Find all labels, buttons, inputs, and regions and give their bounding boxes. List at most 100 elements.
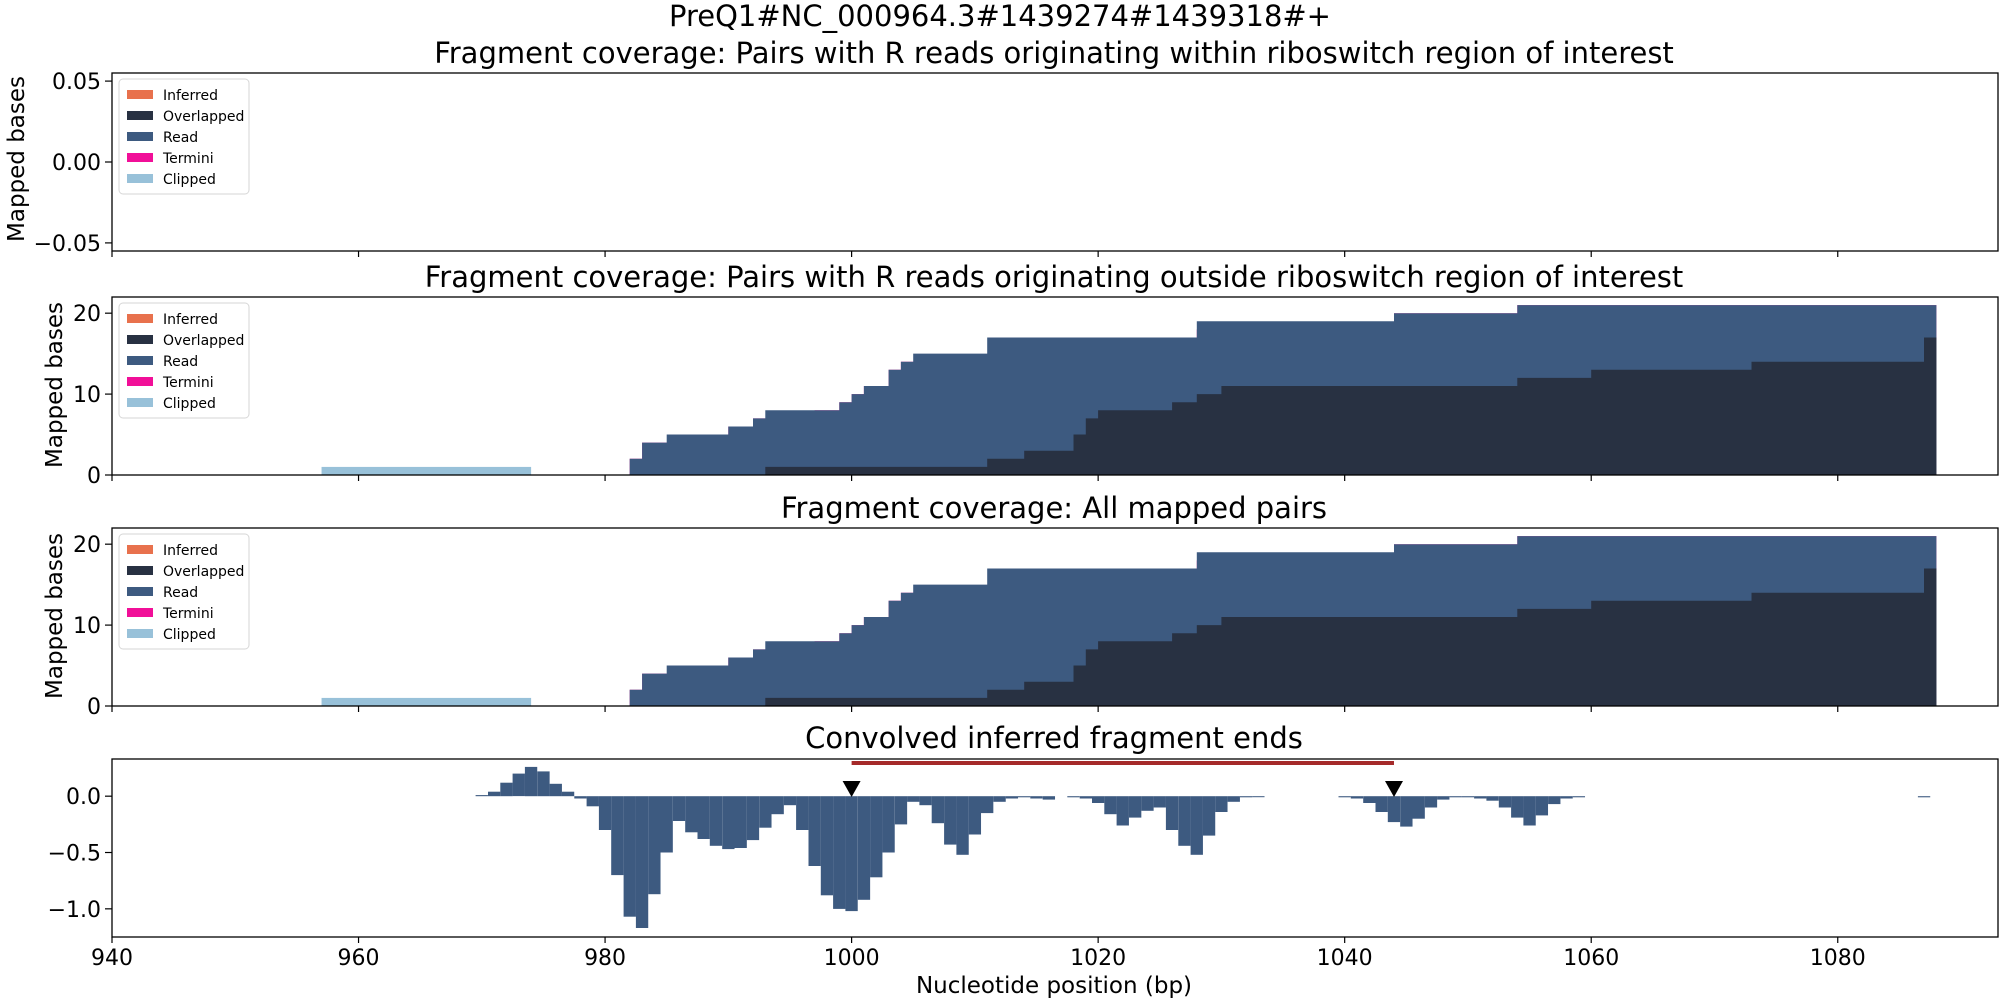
panel-1-legend (118, 78, 250, 195)
marker-1044 (1384, 781, 1403, 797)
bar-991 (734, 796, 747, 848)
bar-1087 (1917, 796, 1931, 798)
panel-3-legend (118, 533, 250, 650)
bar-1014 (1018, 796, 1031, 798)
bar-1007 (931, 796, 945, 824)
bar-1025 (1153, 796, 1166, 808)
bar-1051 (1474, 796, 1487, 799)
bar-1024 (1141, 796, 1154, 811)
panel-2-legend-swatch-termini (127, 377, 153, 386)
panel-2-title: Fragment coverage: Pairs with R reads or… (425, 260, 1684, 294)
panel-4-ytick-label-2: −1.0 (48, 898, 101, 923)
bar-973 (512, 773, 525, 797)
bar-985 (660, 796, 673, 853)
bar-992 (746, 796, 760, 841)
bar-1021 (1104, 796, 1117, 815)
bar-980 (598, 796, 612, 830)
bar-1006 (919, 796, 932, 806)
panel-3-legend-swatch-termini (127, 608, 153, 617)
bar-1013 (1005, 796, 1019, 799)
panel-1-legend-label-read: Read (163, 130, 198, 146)
bar-1012 (993, 796, 1006, 802)
bar-1052 (1486, 796, 1499, 801)
marker-1000 (842, 781, 861, 797)
xtick-label-3: 1000 (824, 946, 880, 971)
panel-2-ytick-label-1: 10 (73, 383, 101, 408)
bar-1040 (1338, 796, 1351, 798)
panel-2-frame (111, 296, 1999, 476)
bar-1022 (1116, 796, 1129, 826)
bar-978 (574, 796, 587, 799)
panel-4-title: Convolved inferred fragment ends (805, 721, 1303, 755)
panel-1: Fragment coverage: Pairs with R reads or… (4, 36, 1999, 257)
bar-979 (586, 796, 599, 807)
bar-1041 (1350, 796, 1364, 799)
panel-2-legend-swatch-inferred (127, 314, 153, 323)
panel-1-ylabel: Mapped bases (4, 76, 30, 242)
bar-1010 (968, 796, 982, 835)
bar-990 (722, 796, 735, 850)
panel-3-legend-label-read: Read (163, 585, 198, 601)
bar-982 (623, 796, 636, 917)
bar-1044 (1387, 796, 1401, 823)
bar-1033 (1252, 796, 1265, 798)
x-axis-label: Nucleotide position (bp) (916, 973, 1192, 999)
panel-3-frame (111, 527, 1999, 707)
panel-3-legend-swatch-read (127, 587, 153, 596)
panel-3-ytick-label-0: 0 (87, 695, 101, 720)
bar-977 (561, 791, 575, 797)
bar-988 (697, 796, 710, 839)
bar-1056 (1535, 796, 1549, 816)
panel-3-ylabel: Mapped bases (42, 533, 68, 699)
bar-1004 (894, 796, 908, 825)
panel-2-ytick-label-0: 0 (87, 464, 101, 489)
panel-3-legend-label-clipped: Clipped (163, 627, 216, 643)
xtick-label-7: 1080 (1810, 946, 1866, 971)
panel-1-legend-swatch-termini (127, 153, 153, 162)
roi-bar (851, 761, 1394, 765)
bar-972 (500, 782, 513, 797)
panel-4-ytick-label-1: −0.5 (48, 842, 101, 867)
bar-1005 (907, 796, 920, 802)
bar-974 (524, 766, 538, 797)
bar-1028 (1190, 796, 1203, 855)
panel-4-plot-area: 0.0 −0.5 −1.0 940 960 980 1000 1020 1040 1060 1080 (48, 758, 1999, 971)
panel-4: Convolved inferred fragment ends 0.0 −0.5… (48, 721, 1999, 971)
bar-1048 (1437, 796, 1450, 800)
bar-1003 (882, 796, 895, 853)
panel-2: Fragment coverage: Pairs with R reads or… (42, 260, 1999, 489)
xtick-label-1: 960 (338, 946, 380, 971)
bar-1031 (1227, 796, 1240, 802)
panel-2-plot-area: 0 10 20 Inferred Overlapped Read Termini Clippe… (73, 296, 1999, 489)
bar-1059 (1572, 796, 1586, 798)
bar-1047 (1424, 796, 1438, 808)
panel-2-series-clipped (321, 466, 532, 475)
panel-1-plot-area: 0.05 0.00 −0.05 Inferred Overlapped Read Termi… (34, 70, 1999, 257)
panel-4-frame (111, 758, 1999, 938)
bar-1058 (1560, 796, 1573, 799)
bar-975 (537, 771, 550, 797)
panel-2-legend-label-overlapped: Overlapped (163, 333, 244, 349)
bar-1032 (1239, 796, 1253, 798)
bar-1055 (1523, 796, 1536, 826)
bar-1054 (1511, 796, 1524, 818)
bar-971 (488, 791, 501, 797)
panel-2-legend-label-read: Read (163, 354, 198, 370)
panel-1-legend-swatch-clipped (127, 174, 153, 183)
bar-1027 (1178, 796, 1191, 846)
bar-1045 (1400, 796, 1413, 827)
bar-1053 (1498, 796, 1512, 808)
bar-970 (475, 795, 488, 797)
bar-986 (672, 796, 686, 821)
panel-3-legend-label-overlapped: Overlapped (163, 564, 244, 580)
panel-3-legend-label-termini: Termini (162, 606, 214, 622)
bar-1000 (845, 796, 858, 912)
panel-1-ytick-label-2: −0.05 (34, 232, 101, 257)
panel-1-ytick-label-0: 0.05 (52, 70, 101, 95)
bar-1030 (1215, 796, 1228, 812)
bar-1029 (1202, 796, 1216, 836)
bar-996 (796, 796, 809, 830)
bar-1057 (1548, 796, 1561, 805)
bar-997 (808, 796, 821, 866)
bar-994 (771, 796, 784, 815)
